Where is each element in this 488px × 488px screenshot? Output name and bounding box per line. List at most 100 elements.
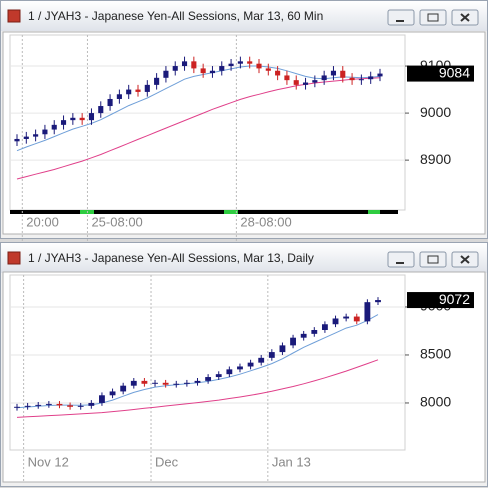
candle-body — [375, 300, 381, 303]
candle-body — [349, 77, 355, 81]
candle-body — [358, 79, 364, 81]
candle-body — [226, 369, 233, 375]
candle-body — [377, 73, 383, 77]
candle-body — [116, 94, 122, 99]
candle-body — [107, 98, 113, 107]
candle-body — [172, 66, 178, 71]
candle-body — [209, 70, 216, 74]
session-marker — [368, 210, 380, 214]
candle-body — [205, 377, 212, 381]
candle-body — [23, 136, 29, 139]
last-value-box — [407, 65, 474, 82]
candle-body — [144, 84, 150, 92]
plot-area — [9, 34, 406, 211]
candle-body — [181, 61, 188, 67]
candle-body — [79, 117, 85, 121]
candle-body — [340, 70, 346, 78]
candle-body — [312, 80, 318, 83]
x-tick-label: 20:00 — [26, 214, 59, 229]
candle-body — [183, 382, 190, 384]
candle-body — [88, 113, 95, 121]
last-value-label: 9084 — [439, 64, 470, 80]
y-tick-label: 8900 — [420, 151, 451, 167]
candle-body — [247, 362, 254, 367]
moving-average — [16, 359, 379, 418]
candle-body — [14, 138, 20, 142]
candle-body — [163, 70, 169, 78]
moving-average — [16, 77, 381, 180]
candle-body — [126, 89, 132, 95]
candle-body — [42, 129, 48, 135]
y-tick-label: 8500 — [420, 346, 451, 362]
candle-body — [109, 391, 116, 396]
candle-body — [120, 385, 127, 392]
candle-body — [268, 352, 275, 358]
candle-body — [70, 117, 76, 121]
candle-body — [215, 374, 222, 378]
maximize-button[interactable] — [419, 251, 447, 268]
candle-body — [321, 324, 328, 331]
x-tick-label: Jan 13 — [272, 454, 311, 469]
close-glyph — [460, 13, 470, 22]
candle-body — [98, 106, 104, 114]
maximize-glyph — [427, 13, 439, 22]
candle-body — [321, 75, 327, 81]
x-tick-label: Nov 12 — [28, 454, 69, 469]
candle-body — [35, 404, 42, 406]
candle-body — [99, 395, 105, 403]
candle-body — [228, 63, 234, 67]
candle-body — [162, 382, 169, 385]
x-tick-label: 25-08:00 — [91, 214, 142, 229]
candle-body — [258, 357, 265, 363]
candle-body — [300, 333, 307, 338]
minimize-button[interactable] — [387, 9, 415, 26]
candle-body — [67, 405, 74, 407]
plot-area — [9, 274, 406, 451]
candle-body — [154, 77, 160, 85]
candle-body — [353, 316, 360, 322]
candle-body — [311, 330, 318, 334]
candle-body — [33, 134, 39, 137]
candle-body — [290, 337, 296, 346]
session-marker — [224, 210, 238, 214]
minimize-button[interactable] — [387, 251, 415, 268]
window-icon — [7, 251, 21, 265]
window-title: 1 / JYAH3 - Japanese Yen-All Sessions, M… — [28, 251, 314, 265]
candle-body — [152, 382, 158, 384]
candle-body — [330, 70, 337, 76]
candle-body — [293, 80, 299, 85]
candle-body — [56, 403, 63, 406]
candle-body — [141, 380, 148, 384]
candle-body — [237, 61, 243, 64]
maximize-button[interactable] — [419, 9, 447, 26]
y-tick-label: 8000 — [420, 394, 451, 410]
last-value-label: 9072 — [439, 291, 470, 307]
candle-body — [256, 63, 262, 69]
candle-body — [24, 405, 31, 407]
candle-body — [173, 383, 180, 385]
candle-body — [368, 76, 374, 80]
candle-body — [343, 316, 350, 319]
candle-body — [219, 66, 225, 71]
session-strip — [10, 210, 398, 214]
x-tick-label: Dec — [155, 454, 179, 469]
candle-body — [279, 345, 286, 353]
window-icon — [7, 9, 21, 23]
candle-body — [284, 75, 290, 81]
x-tick-label: 28-08:00 — [240, 214, 291, 229]
y-tick-label: 9000 — [420, 104, 451, 120]
candle-body — [77, 405, 84, 407]
window-title: 1 / JYAH3 - Japanese Yen-All Sessions, M… — [28, 9, 323, 23]
candle-body — [135, 89, 141, 92]
candle-body — [88, 402, 95, 406]
maximize-glyph — [427, 255, 439, 264]
candle-body — [237, 366, 243, 370]
candle-body — [200, 68, 206, 74]
last-value-box — [407, 292, 474, 309]
candle-body — [332, 318, 339, 325]
close-glyph — [460, 255, 470, 264]
candle-body — [364, 302, 371, 322]
moving-average — [16, 65, 381, 152]
candle-body — [130, 380, 137, 386]
